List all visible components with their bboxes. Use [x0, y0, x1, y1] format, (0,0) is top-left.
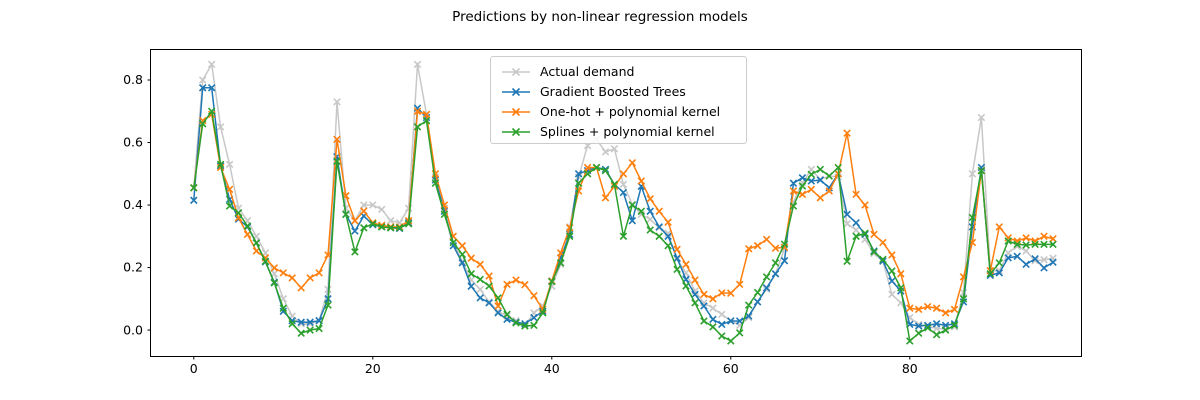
y-tick-label: 0.2: [123, 260, 143, 275]
legend-label: Splines + polynomial kernel: [540, 124, 715, 139]
chart-title: Predictions by non-linear regression mod…: [452, 9, 748, 25]
x-tick-label: 60: [723, 361, 739, 376]
legend-label: Gradient Boosted Trees: [540, 84, 686, 99]
legend: Actual demand Gradient Boosted Trees One-h…: [490, 56, 747, 144]
legend-label: One-hot + polynomial kernel: [540, 104, 721, 119]
markers-splines-polynomial-kernel: [190, 107, 1057, 345]
plot-canvas: 0 20 40 60 80 0.0 0.2 0.4 0.6 0.8: [123, 60, 1057, 376]
x-tick-label: 0: [190, 361, 198, 376]
x-tick-label: 20: [365, 361, 381, 376]
legend-item-gradient-boosted-trees: Gradient Boosted Trees: [501, 82, 736, 102]
y-tick-label: 0.8: [123, 72, 143, 87]
y-tick-label: 0.6: [123, 135, 143, 150]
x-tick-label: 40: [544, 361, 560, 376]
legend-line-swatch: [502, 87, 530, 97]
legend-label: Actual demand: [540, 64, 635, 79]
legend-line-swatch: [502, 127, 530, 137]
legend-item-splines-polynomial-kernel: Splines + polynomial kernel: [501, 122, 736, 142]
y-tick-label: 0.4: [123, 197, 143, 212]
legend-line-swatch: [502, 67, 530, 77]
legend-item-one-hot-polynomial-kernel: One-hot + polynomial kernel: [501, 102, 736, 122]
legend-item-actual-demand: Actual demand: [501, 62, 736, 82]
x-tick-label: 80: [902, 361, 918, 376]
y-tick-label: 0.0: [123, 322, 143, 337]
plot-area: 0 20 40 60 80 0.0 0.2 0.4 0.6 0.8 Actual demand Gr…: [123, 49, 1082, 376]
legend-line-swatch: [502, 107, 530, 117]
